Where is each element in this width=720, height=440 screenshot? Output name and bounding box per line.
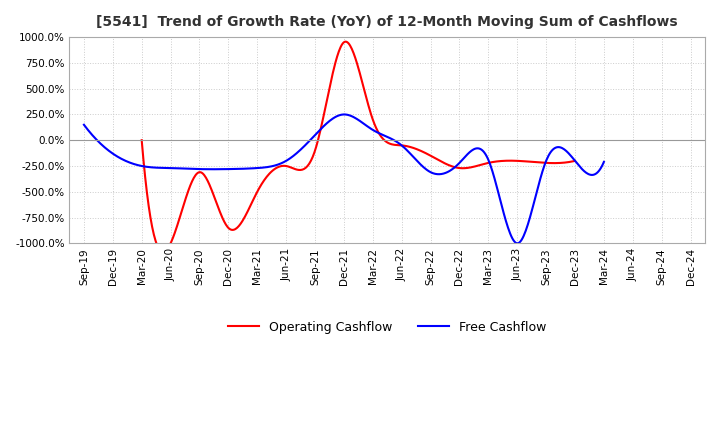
Free Cashflow [362, 123, 371, 128]
Free Cashflow [507, 233, 516, 238]
Free Cashflow [340, 112, 348, 117]
Operating Cashflow [494, 158, 503, 164]
Free Cashflow [513, 241, 522, 246]
Operating Cashflow [138, 138, 146, 143]
Operating Cashflow [345, 42, 354, 47]
Operating Cashflow [341, 39, 350, 44]
Free Cashflow [600, 159, 608, 165]
Legend: Operating Cashflow, Free Cashflow: Operating Cashflow, Free Cashflow [223, 315, 552, 338]
Free Cashflow [330, 115, 338, 121]
Title: [5541]  Trend of Growth Rate (YoY) of 12-Month Moving Sum of Cashflows: [5541] Trend of Growth Rate (YoY) of 12-… [96, 15, 678, 29]
Free Cashflow [327, 117, 336, 123]
Line: Free Cashflow: Free Cashflow [84, 114, 604, 243]
Free Cashflow [390, 138, 399, 143]
Operating Cashflow [571, 158, 580, 164]
Free Cashflow [80, 122, 89, 128]
Free Cashflow [589, 172, 598, 177]
Operating Cashflow [374, 129, 382, 134]
Line: Operating Cashflow: Operating Cashflow [142, 42, 575, 252]
Operating Cashflow [397, 143, 405, 148]
Operating Cashflow [159, 249, 168, 255]
Operating Cashflow [348, 46, 356, 51]
Operating Cashflow [562, 160, 571, 165]
